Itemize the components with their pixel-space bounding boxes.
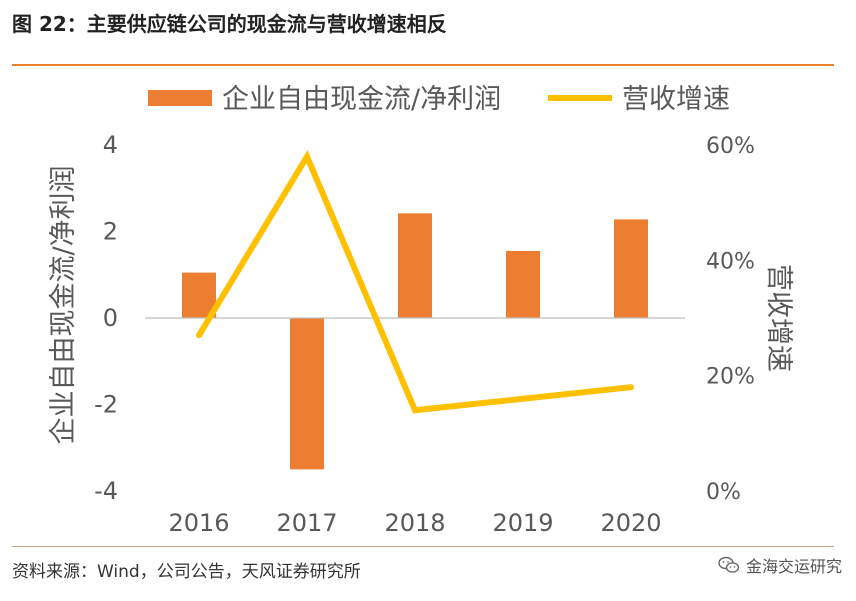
line-point-2016 [196,332,202,339]
bar-2016 [182,272,216,318]
wechat-icon [718,556,740,573]
y-tick-label: -4 [94,477,118,505]
legend-label-line: 营收增速 [622,84,730,115]
chart: 4 2 0 -2 -4 60% 40% 20% 0% 2016 2017 2018 2019 2020 企业… [48,84,794,537]
top-divider [12,64,834,66]
x-tick-label: 2020 [600,509,661,537]
x-tick-label: 2018 [384,509,445,537]
y-tick-label: 2 [103,218,118,246]
legend-swatch-bar [148,90,212,106]
y2-tick-label: 40% [706,249,755,274]
bar-2017 [290,318,324,470]
bar-2019 [506,250,540,318]
y-tick-label: -2 [94,391,118,419]
bar-2018 [398,213,432,318]
line-point-2018 [412,407,418,414]
x-tick-label: 2017 [276,509,337,537]
watermark-text: 金海交运研究 [745,557,842,576]
y-tick-label: 4 [103,131,118,159]
bar-2020 [614,219,648,318]
line-point-2019 [520,395,526,402]
x-tick-label: 2019 [492,509,553,537]
y2-tick-label: 60% [706,134,755,159]
y2-tick-label: 0% [706,480,741,505]
y2-tick-label: 20% [706,365,755,390]
line-point-2017 [304,153,310,160]
legend-label-bar: 企业自由现金流/净利润 [222,84,501,115]
source-note: 资料来源：Wind，公司公告，天风证券研究所 [12,562,361,582]
y-axis-title: 企业自由现金流/净利润 [48,165,79,444]
y-tick-label: 0 [103,304,118,332]
line-point-2020 [628,384,634,391]
x-tick-label: 2016 [168,509,229,537]
watermark: 金海交运研究 [718,553,842,577]
bottom-divider [12,546,834,547]
figure-title: 图 22：主要供应链公司的现金流与营收增速相反 [12,12,447,36]
y2-axis-title: 营收增速 [763,264,794,372]
